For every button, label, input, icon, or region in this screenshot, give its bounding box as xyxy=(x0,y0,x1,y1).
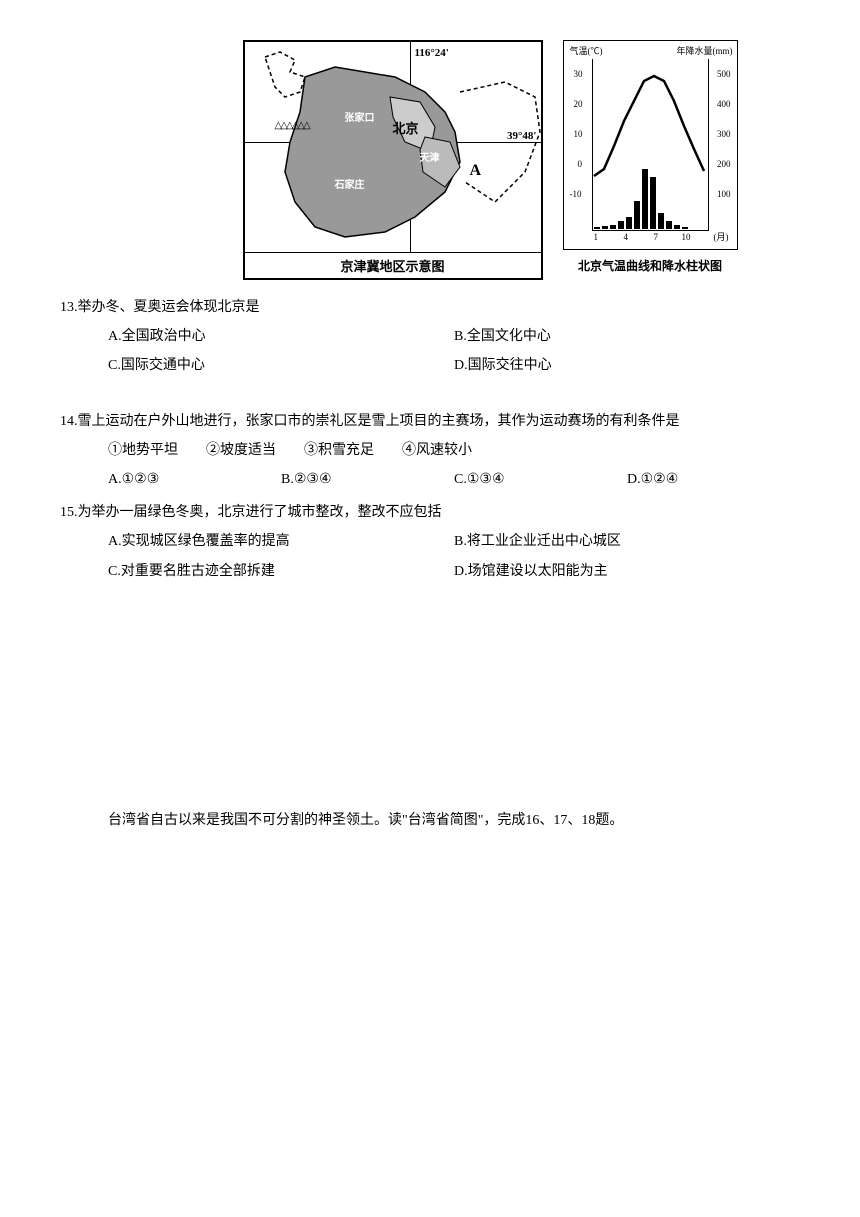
precip-bar xyxy=(618,221,624,229)
q13-text: 13.举办冬、夏奥运会体现北京是 xyxy=(60,295,800,320)
precip-bar xyxy=(602,226,608,229)
climate-chart: 气温(℃) 年降水量(mm) 30 20 10 0 -10 500 400 30… xyxy=(563,40,738,280)
precip-bar xyxy=(650,177,656,229)
q15-options: A.实现城区绿色覆盖率的提高 B.将工业企业迁出中心城区 C.对重要名胜古迹全部… xyxy=(60,529,800,587)
map-label-beijing: 北京 xyxy=(393,117,419,140)
map-content: 116°24' 39°48' △△△△△△ 张家口 北京 天津 石家庄 A xyxy=(245,42,541,252)
precip-bar xyxy=(658,213,664,229)
precip-bar xyxy=(642,169,648,229)
map-label-tianjin: 天津 xyxy=(420,150,440,168)
precip-bar xyxy=(610,225,616,229)
map-label-zhangjiakou: 张家口 xyxy=(345,110,375,128)
chart-caption: 北京气温曲线和降水柱状图 xyxy=(563,256,738,278)
q14-text: 14.雪上运动在户外山地进行，张家口市的崇礼区是雪上项目的主赛场，其作为运动赛场… xyxy=(60,409,800,434)
q13-option-d[interactable]: D.国际交往中心 xyxy=(454,353,800,378)
q13-number: 13. xyxy=(60,300,78,315)
precip-bar xyxy=(666,221,672,229)
q15-option-a[interactable]: A.实现城区绿色覆盖率的提高 xyxy=(108,529,454,554)
q15-option-c[interactable]: C.对重要名胜古迹全部拆建 xyxy=(108,559,454,584)
precip-bar xyxy=(682,227,688,229)
q15-option-b[interactable]: B.将工业企业迁出中心城区 xyxy=(454,529,800,554)
q13-option-b[interactable]: B.全国文化中心 xyxy=(454,324,800,349)
q14-option-d[interactable]: D.①②④ xyxy=(627,467,800,492)
precip-bar xyxy=(626,217,632,229)
map-svg xyxy=(245,42,541,252)
q14-option-b[interactable]: B.②③④ xyxy=(281,467,454,492)
q14-sub-options: ①地势平坦 ②坡度适当 ③积雪充足 ④风速较小 xyxy=(60,438,800,463)
precip-bar xyxy=(594,227,600,229)
map-region-figure: 116°24' 39°48' △△△△△△ 张家口 北京 天津 石家庄 A 京津… xyxy=(243,40,543,280)
q14-number: 14. xyxy=(60,414,78,429)
q14-option-a[interactable]: A.①②③ xyxy=(108,467,281,492)
question-14: 14.雪上运动在户外山地进行，张家口市的崇礼区是雪上项目的主赛场，其作为运动赛场… xyxy=(60,409,800,493)
q14-option-c[interactable]: C.①③④ xyxy=(454,467,627,492)
q13-options: A.全国政治中心 B.全国文化中心 C.国际交通中心 D.国际交往中心 xyxy=(60,324,800,382)
chart-area: 气温(℃) 年降水量(mm) 30 20 10 0 -10 500 400 30… xyxy=(563,40,738,250)
precip-bar xyxy=(674,225,680,229)
q14-options: A.①②③ B.②③④ C.①③④ D.①②④ xyxy=(60,467,800,492)
q13-stem: 举办冬、夏奥运会体现北京是 xyxy=(78,300,260,315)
q15-text: 15.为举办一届绿色冬奥，北京进行了城市整改，整改不应包括 xyxy=(60,500,800,525)
q15-option-d[interactable]: D.场馆建设以太阳能为主 xyxy=(454,559,800,584)
question-15: 15.为举办一届绿色冬奥，北京进行了城市整改，整改不应包括 A.实现城区绿色覆盖… xyxy=(60,500,800,588)
q14-stem: 雪上运动在户外山地进行，张家口市的崇礼区是雪上项目的主赛场，其作为运动赛场的有利… xyxy=(78,414,680,429)
map-label-a: A xyxy=(470,157,482,186)
q13-option-c[interactable]: C.国际交通中心 xyxy=(108,353,454,378)
map-label-shijiazhuang: 石家庄 xyxy=(335,177,365,195)
q15-number: 15. xyxy=(60,505,78,520)
q15-stem: 为举办一届绿色冬奥，北京进行了城市整改，整改不应包括 xyxy=(78,505,442,520)
map-caption: 京津冀地区示意图 xyxy=(245,252,541,280)
precip-bar xyxy=(634,201,640,229)
map-mountain-symbol: △△△△△△ xyxy=(275,117,309,135)
question-13: 13.举办冬、夏奥运会体现北京是 A.全国政治中心 B.全国文化中心 C.国际交… xyxy=(60,295,800,383)
intro-16-18: 台湾省自古以来是我国不可分割的神圣领土。读"台湾省简图"，完成16、17、18题… xyxy=(60,808,800,833)
figure-container: 116°24' 39°48' △△△△△△ 张家口 北京 天津 石家庄 A 京津… xyxy=(180,40,800,280)
q13-option-a[interactable]: A.全国政治中心 xyxy=(108,324,454,349)
